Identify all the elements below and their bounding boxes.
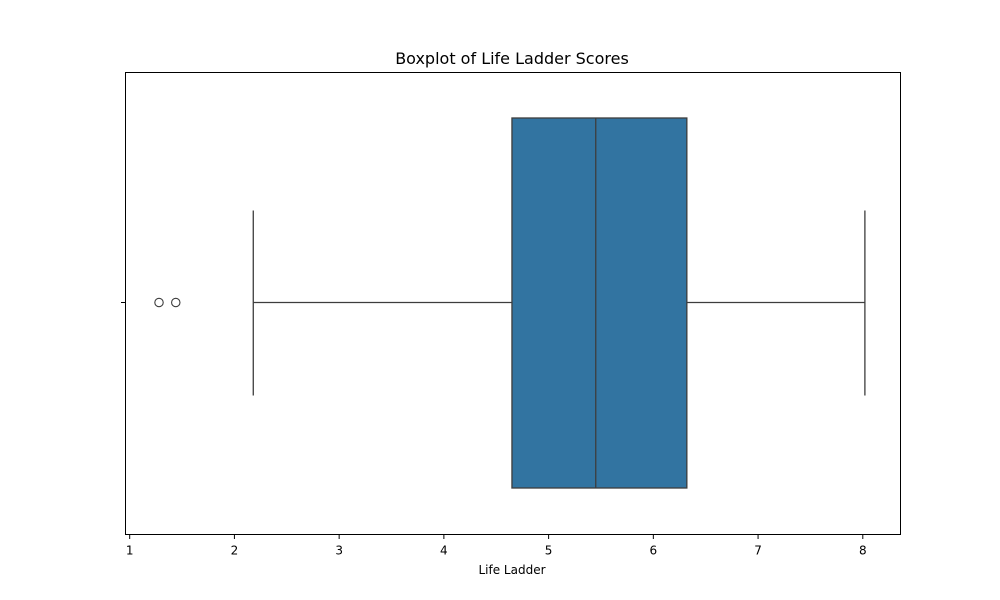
x-tick-label: 3 [335, 544, 343, 558]
x-tick-label: 1 [126, 544, 134, 558]
x-axis-ticks: 1 2 3 4 5 6 7 8 [126, 534, 867, 558]
x-tick-label: 7 [754, 544, 762, 558]
x-tick-label: 8 [859, 544, 867, 558]
box-series [154, 117, 866, 489]
outlier-point [154, 297, 164, 308]
x-axis-label: Life Ladder [478, 563, 545, 577]
x-tick-label: 4 [440, 544, 448, 558]
plot-area-frame [125, 72, 901, 535]
x-tick-label: 2 [231, 544, 239, 558]
outlier-point [171, 297, 181, 308]
chart-title: Boxplot of Life Ladder Scores [395, 49, 629, 68]
x-tick-label: 6 [650, 544, 658, 558]
x-tick-label: 5 [545, 544, 553, 558]
interquartile-box [511, 117, 688, 489]
